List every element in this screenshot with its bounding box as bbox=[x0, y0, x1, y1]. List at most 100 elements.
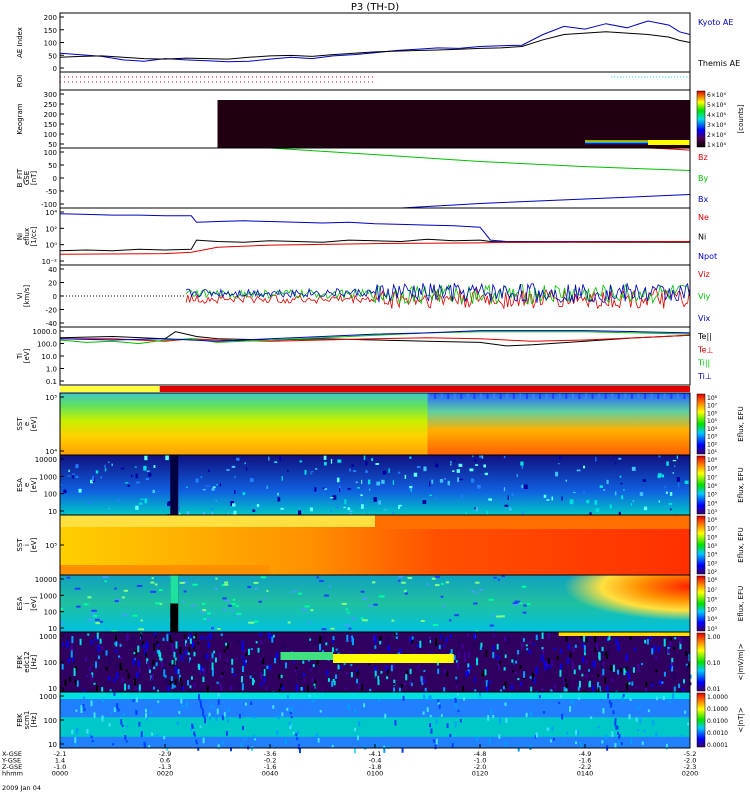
fbk-e-pixel bbox=[605, 651, 608, 656]
fbk-b-pixel bbox=[643, 729, 646, 733]
fbk-e-pixel bbox=[331, 647, 334, 653]
esa-i-pixel bbox=[206, 612, 212, 615]
esa-e-pixel bbox=[136, 481, 140, 484]
esa-i-pixel bbox=[490, 628, 494, 631]
fbk-b-pixel bbox=[193, 739, 196, 743]
sst-e-stripe bbox=[558, 393, 561, 399]
keogram-colorbar-tick: 6×10⁴ bbox=[707, 92, 726, 99]
fbk-e-pixel bbox=[395, 632, 398, 636]
esa_e-colorbar-label: Eflux, EFU bbox=[737, 467, 745, 502]
esa-e-pixel bbox=[347, 488, 352, 490]
esa-e-pixel bbox=[140, 498, 144, 500]
fbk-e-pixel bbox=[193, 683, 196, 688]
esa-e-pixel bbox=[75, 475, 79, 479]
keogram-ytick-label: 100 bbox=[44, 131, 57, 139]
fbk-e-pixel bbox=[155, 662, 158, 667]
esa-i-pixel bbox=[341, 602, 347, 605]
ni-legend-item: Ne bbox=[698, 213, 709, 222]
fbk-b-pixel bbox=[637, 706, 640, 709]
ti-line-te bbox=[60, 334, 691, 342]
esa-i-pixel bbox=[231, 603, 236, 606]
esa-e-pixel bbox=[614, 491, 617, 496]
fbk-b-pixel bbox=[558, 701, 561, 704]
fbk-b-pixel bbox=[687, 722, 690, 726]
fbk-e-pixel bbox=[386, 636, 389, 645]
esa-e-pixel bbox=[359, 498, 362, 504]
fbk-e-pixel bbox=[242, 665, 245, 673]
fbk-e-pixel bbox=[482, 671, 485, 677]
fbk-e-pixel bbox=[221, 671, 224, 676]
fbk-e-pixel bbox=[327, 678, 330, 682]
esa-e-pixel bbox=[90, 479, 94, 484]
fbk-b-pixel bbox=[132, 699, 135, 702]
fbk-e-pixel bbox=[374, 645, 377, 649]
roi-lines bbox=[60, 76, 690, 83]
fbk-b-pixel bbox=[604, 735, 607, 740]
fbk-e-pixel bbox=[124, 683, 127, 691]
esa-e-pixel bbox=[315, 468, 318, 470]
sst-e-stripe bbox=[604, 393, 607, 399]
fbk-e-pixel bbox=[463, 651, 466, 654]
fbk-b-pixel bbox=[430, 728, 433, 734]
esa-e-pixel bbox=[618, 511, 621, 517]
fbk-b-pixel bbox=[575, 729, 578, 736]
fbk-e-pixel bbox=[601, 651, 604, 659]
esa-e-pixel bbox=[108, 461, 110, 463]
fbk-b-pixel bbox=[662, 695, 665, 701]
fbk-b-pixel bbox=[157, 700, 160, 703]
ae-frame bbox=[59, 12, 691, 73]
esa_e-ylabel: [eV] bbox=[30, 477, 38, 492]
esa-i-pixel bbox=[111, 630, 117, 633]
esa-e-pixel bbox=[138, 502, 143, 505]
esa-e-pixel bbox=[337, 459, 342, 463]
fbk-e-pixel bbox=[193, 651, 196, 657]
esa-e-pixel bbox=[274, 461, 278, 463]
fbk-e-pixel bbox=[200, 636, 203, 640]
ae-legend-item: Themis AE bbox=[697, 59, 740, 68]
fbk-b-pixel bbox=[238, 713, 241, 719]
fbk-e-pixel bbox=[76, 680, 79, 687]
esa-e-pixel bbox=[352, 470, 357, 473]
fbk-e-pixel bbox=[486, 686, 489, 694]
fbk-b-pixel bbox=[655, 731, 658, 738]
fbk-e-pixel bbox=[559, 649, 562, 654]
esa-e-pixel bbox=[586, 499, 590, 504]
time-tick-label: 1.4 bbox=[55, 757, 65, 765]
fbk-e-pixel bbox=[427, 638, 430, 646]
sst-e-stripe bbox=[598, 393, 601, 399]
fbk-b-pixel bbox=[80, 709, 83, 713]
fbk-e-pixel bbox=[150, 675, 153, 681]
fbk-e-pixel bbox=[581, 673, 584, 677]
fbk-e-pixel bbox=[118, 688, 121, 693]
esa-e-pixel bbox=[483, 464, 487, 468]
esa-e-pixel bbox=[500, 500, 504, 504]
fbk-b-pixel bbox=[578, 697, 581, 700]
esa-i-pixel bbox=[321, 628, 327, 631]
fbk-e-pixel bbox=[523, 671, 526, 678]
fbk-e-pixel bbox=[417, 665, 420, 670]
fbk-e-pixel bbox=[602, 661, 605, 666]
esa-e-pixel bbox=[398, 504, 402, 507]
fbk-b-pixel bbox=[680, 735, 683, 738]
esa-i-pixel bbox=[432, 624, 439, 627]
fbk-e-pixel bbox=[583, 645, 586, 652]
fbk-b-pixel bbox=[354, 709, 357, 714]
fbk-b-pixel bbox=[639, 718, 642, 724]
sst-e-stripe bbox=[545, 393, 548, 399]
esa-i-pixel bbox=[308, 621, 311, 624]
fbk-e-pixel bbox=[423, 669, 426, 673]
fbk-e-pixel bbox=[409, 637, 412, 643]
esa_i-colorbar-tick: 10⁴ bbox=[707, 616, 718, 623]
fbk-e-pixel bbox=[295, 666, 298, 669]
fbk-b-pixel bbox=[378, 698, 381, 703]
fbk-e-pixel bbox=[485, 650, 488, 657]
fbk-b-pixel bbox=[197, 747, 200, 751]
fbk-e-pixel bbox=[211, 668, 214, 677]
fbk-b-pixel bbox=[203, 715, 206, 719]
fbk-e-pixel bbox=[214, 657, 217, 663]
esa-e-pixel bbox=[453, 460, 456, 462]
fbk-e-pixel bbox=[312, 664, 315, 668]
esa-e-pixel bbox=[392, 511, 394, 514]
fbk-e-pixel bbox=[598, 685, 601, 691]
